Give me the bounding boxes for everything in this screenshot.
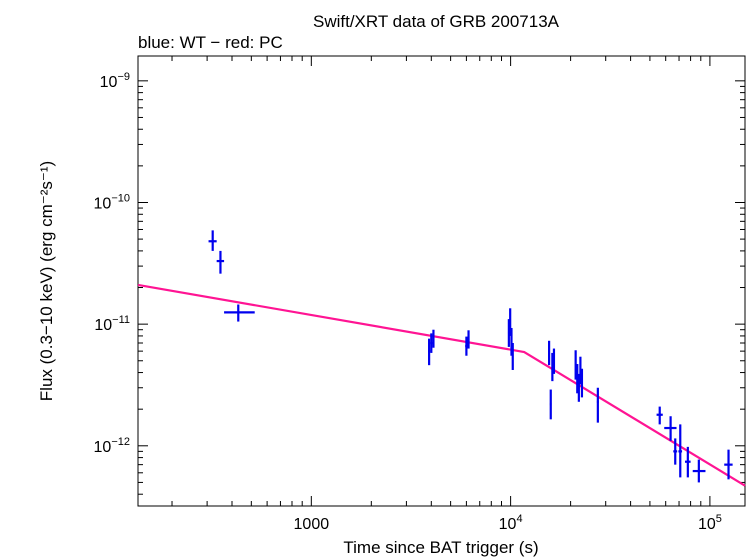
x-tick-label: 105 xyxy=(698,513,722,533)
data-point xyxy=(685,446,691,478)
data-point xyxy=(664,416,677,441)
axis-tick-labels: 1000 104 105 10−12 10−11 10−10 10−9 xyxy=(94,71,722,533)
data-point xyxy=(552,348,556,374)
data-point xyxy=(208,230,217,251)
data-point xyxy=(574,350,577,380)
axis-ticks xyxy=(138,56,745,506)
chart-subtitle: blue: WT − red: PC xyxy=(138,33,283,52)
data-point xyxy=(467,330,470,349)
data-point xyxy=(465,336,468,356)
data-point xyxy=(673,438,678,465)
data-point xyxy=(724,449,733,480)
data-point xyxy=(509,308,512,336)
y-tick-label: 10−9 xyxy=(100,71,130,91)
x-axis-label: Time since BAT trigger (s) xyxy=(343,538,538,557)
data-point xyxy=(432,329,435,348)
data-point xyxy=(692,459,706,483)
data-point xyxy=(577,373,580,402)
data-points xyxy=(208,230,733,483)
data-point xyxy=(216,250,225,274)
model-fit-line xyxy=(137,283,746,487)
x-tick-label: 104 xyxy=(499,513,523,533)
chart-title: Swift/XRT data of GRB 200713A xyxy=(313,12,560,31)
data-point xyxy=(678,424,683,478)
data-point xyxy=(549,389,552,420)
data-point xyxy=(430,333,433,353)
y-axis-label: Flux (0.3−10 keV) (erg cm⁻²s⁻¹) xyxy=(37,161,56,401)
plot-frame xyxy=(137,55,746,507)
data-point xyxy=(548,340,551,366)
data-point xyxy=(427,338,431,366)
data-point xyxy=(510,327,513,356)
x-tick-label: 1000 xyxy=(294,516,330,533)
y-tick-label: 10−12 xyxy=(94,436,130,456)
data-point xyxy=(596,387,599,423)
data-point xyxy=(511,342,514,370)
y-tick-label: 10−11 xyxy=(94,314,130,334)
data-point xyxy=(224,304,255,322)
data-point xyxy=(656,406,663,425)
data-point xyxy=(580,368,584,398)
y-tick-label: 10−10 xyxy=(94,192,130,212)
